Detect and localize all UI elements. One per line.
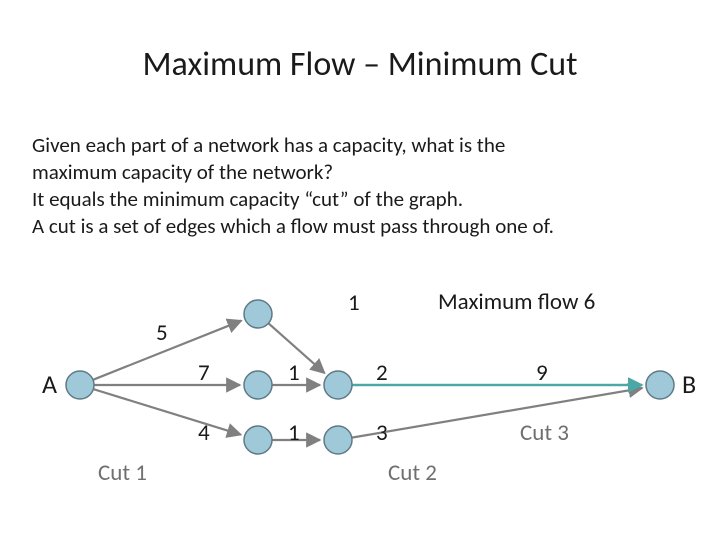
edge-label: 4: [198, 419, 210, 447]
edge-label: 1: [348, 289, 360, 317]
graph-node: [324, 426, 352, 454]
body-text: Given each part of a network has a capac…: [32, 132, 672, 240]
edge-label: 1: [288, 419, 300, 447]
edge: [93, 389, 240, 435]
graph-node: [66, 371, 94, 399]
cut-label: Cut 1: [98, 459, 147, 487]
page-title: Maximum Flow – Minimum Cut: [0, 44, 720, 85]
graph-node: [244, 371, 272, 399]
cut-label: Cut 3: [520, 419, 569, 447]
edge-label: 9: [536, 359, 548, 387]
body-line-4: A cut is a set of edges which a flow mus…: [32, 213, 672, 240]
graph-node: [324, 371, 352, 399]
node-label: A: [42, 368, 57, 400]
graph-node: [244, 426, 272, 454]
maxflow-label: Maximum flow 6: [438, 288, 595, 316]
body-line-2: maximum capacity of the network?: [32, 159, 672, 186]
body-line-1: Given each part of a network has a capac…: [32, 132, 672, 159]
graph-node: [244, 300, 272, 328]
edge-label: 1: [288, 359, 300, 387]
edge-label: 2: [376, 359, 388, 387]
edge-label: 5: [156, 319, 168, 347]
edge-label: 7: [198, 359, 210, 387]
body-line-3: It equals the minimum capacity “cut” of …: [32, 186, 672, 213]
cut-label: Cut 2: [388, 459, 437, 487]
graph-node: [646, 371, 674, 399]
node-label: B: [682, 368, 696, 400]
edge-label: 3: [376, 419, 388, 447]
network-svg: 5 7 4 1 1 1 2 3 9 A B Cut 1 Cut 2 Cut 3: [0, 280, 720, 540]
edge: [352, 388, 642, 438]
network-diagram: Maximum flow 6 5 7 4 1 1 1 2 3 9 A B Cut 1 Cut 2 Cut …: [0, 280, 720, 540]
